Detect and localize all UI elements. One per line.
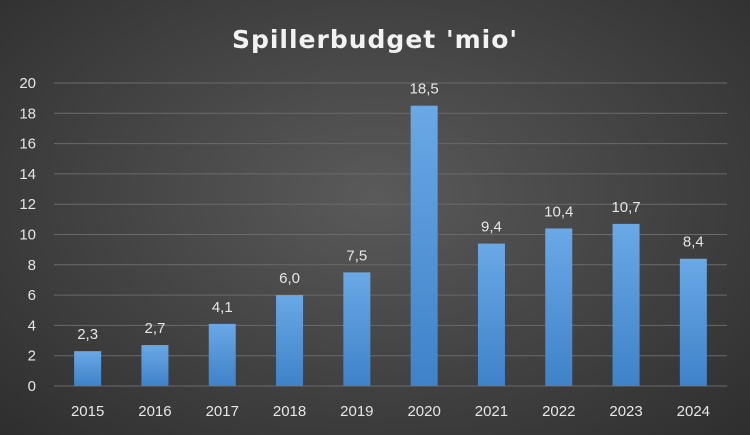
data-label-2015: 2,3 [77,326,98,343]
x-tick-label-2019: 2019 [340,403,373,420]
x-axis-ticks: 2015 2016 2017 2018 2019 2020 2021 2022 2023 2024 [71,403,710,420]
x-tick-label-2024: 2024 [677,403,710,420]
x-tick-label-2023: 2023 [609,403,642,420]
x-tick-label-2017: 2017 [206,403,239,420]
data-label-2020: 18,5 [410,81,439,98]
data-label-2021: 9,4 [481,219,502,236]
data-label-2024: 8,4 [683,234,704,251]
x-tick-label-2022: 2022 [542,403,575,420]
bar-2021 [477,243,505,386]
bar-2015 [74,351,102,386]
x-tick-label-2016: 2016 [138,403,171,420]
bar-2022 [545,228,573,386]
y-tick-label: 2 [28,348,36,365]
x-tick-label-2015: 2015 [71,403,104,420]
bar-2017 [208,323,236,386]
data-label-2018: 6,0 [279,270,300,287]
bars [74,105,707,386]
data-labels: 2,3 2,7 4,1 6,0 7,5 18,5 9,4 10,4 10,7 8,4 [77,81,704,343]
bar-2023 [612,223,640,386]
bar-2024 [679,258,707,386]
y-axis-ticks: 0 2 4 6 8 10 12 14 16 18 20 [19,75,36,395]
y-tick-label: 18 [19,105,36,122]
x-tick-label-2021: 2021 [475,403,508,420]
data-label-2022: 10,4 [544,203,573,220]
y-tick-label: 6 [28,287,36,304]
bar-2018 [276,295,304,386]
y-tick-label: 16 [19,136,36,153]
x-tick-label-2018: 2018 [273,403,306,420]
x-tick-label-2020: 2020 [407,403,440,420]
y-tick-label: 0 [28,378,36,395]
data-label-2016: 2,7 [145,320,166,337]
y-tick-label: 8 [28,257,36,274]
y-tick-label: 20 [19,75,36,92]
data-label-2019: 7,5 [346,247,367,264]
y-tick-label: 14 [19,166,36,183]
bar-2019 [343,272,371,386]
data-label-2017: 4,1 [212,299,233,316]
y-tick-label: 10 [19,227,36,244]
y-tick-label: 12 [19,196,36,213]
bar-2020 [410,105,438,386]
chart-title: Spillerbudget 'mio' [232,25,518,54]
bar-2016 [141,345,169,386]
y-tick-label: 4 [28,317,36,334]
data-label-2023: 10,7 [611,199,640,216]
